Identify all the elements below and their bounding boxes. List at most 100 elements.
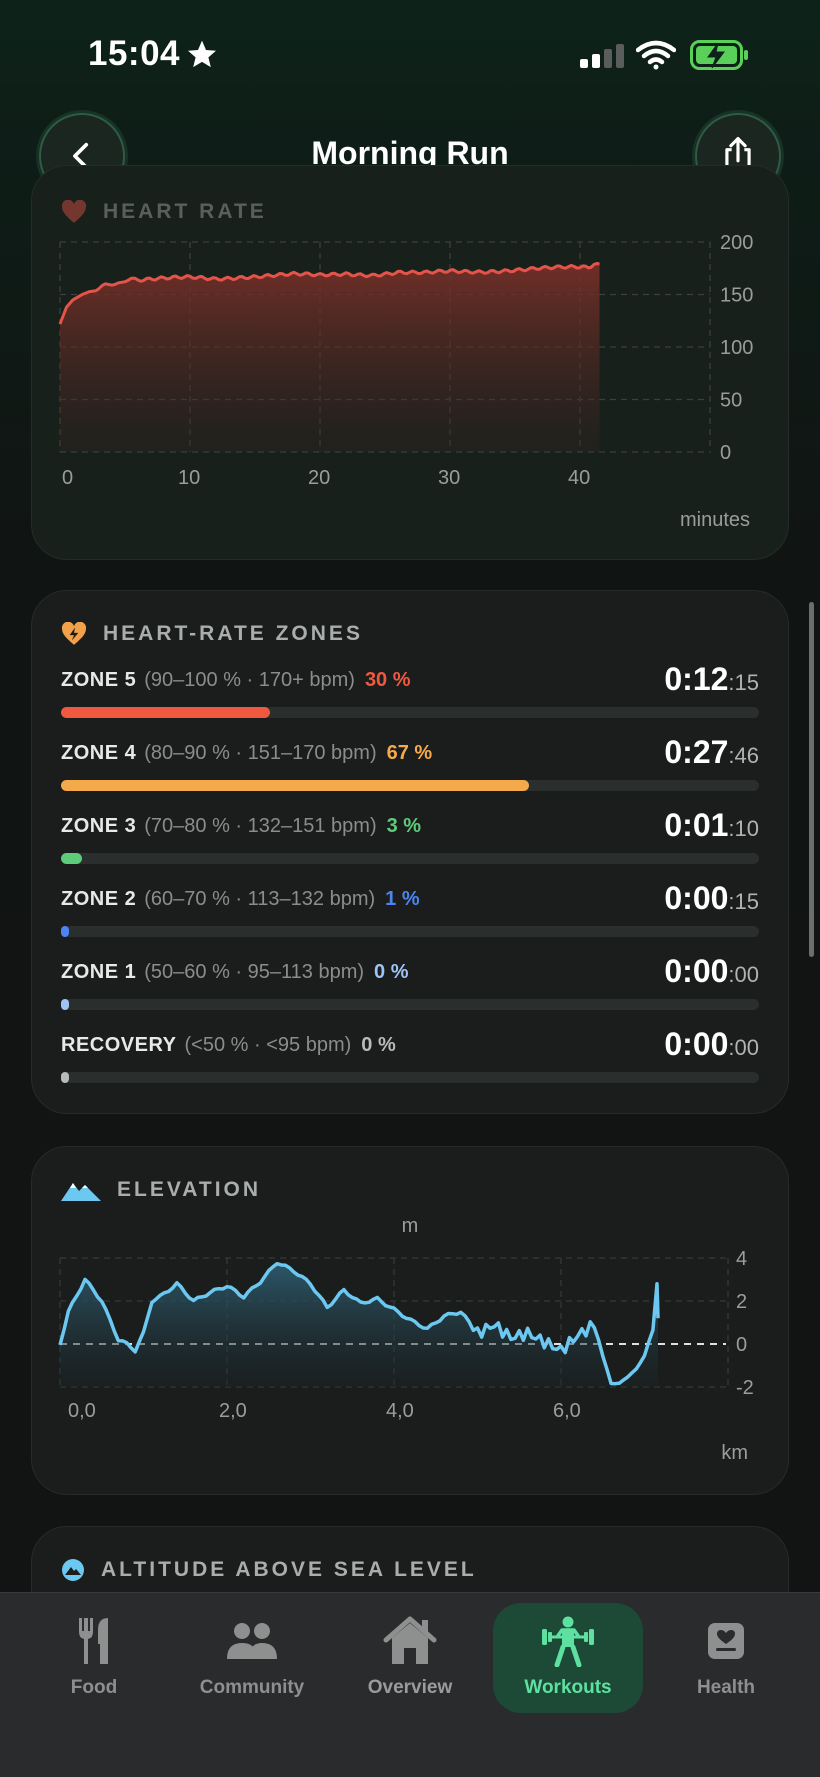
zone-label: ZONE 2 (60–70 % · 113–132 bpm) 1 % [61, 888, 420, 911]
zone-percent: 3 % [386, 815, 422, 837]
elevation-x-tick: 2,0 [219, 1400, 247, 1422]
elevation-chart: m 4 2 0 -2 0,0 2,0 4,0 6,0 km [58, 1215, 754, 1464]
hr-x-tick: 0 [62, 467, 73, 489]
zone-duration: 0:12:15 [664, 661, 759, 698]
altitude-icon [62, 1559, 84, 1581]
hr-x-unit: minutes [680, 509, 750, 531]
elevation-y-tick: -2 [736, 1377, 754, 1399]
health-card-icon [708, 1623, 744, 1659]
zone-duration-seconds: :46 [728, 743, 759, 768]
star-icon [186, 38, 218, 75]
zones-header: HEART-RATE ZONES [61, 622, 363, 646]
elevation-x-tick: 6,0 [553, 1400, 581, 1422]
elevation-y-unit: m [402, 1215, 419, 1237]
zone-label: ZONE 4 (80–90 % · 151–170 bpm) 67 % [61, 742, 432, 765]
tab-workouts[interactable]: Workouts [493, 1603, 643, 1713]
hr-y-tick: 50 [720, 390, 742, 412]
zone-duration-main: 0:27 [664, 734, 729, 770]
tab-health[interactable]: Health [651, 1603, 801, 1713]
zone-progress-track [61, 926, 759, 937]
elevation-x-unit: km [721, 1442, 748, 1464]
zone-duration: 0:00:15 [664, 880, 759, 917]
zone-name: RECOVERY [61, 1034, 177, 1056]
elevation-y-tick: 0 [736, 1334, 747, 1356]
status-bar: 15:04 [0, 0, 820, 110]
elevation-x-tick: 0,0 [68, 1400, 96, 1422]
zone-progress-fill [61, 780, 529, 791]
zone-range: (90–100 % · 170+ bpm) [144, 669, 355, 691]
zone-range: (50–60 % · 95–113 bpm) [144, 961, 365, 983]
tab-overview[interactable]: Overview [335, 1603, 485, 1713]
elevation-y-tick: 2 [736, 1291, 747, 1313]
zone-progress-fill [61, 999, 69, 1010]
zone-percent: 1 % [385, 888, 420, 910]
zone-duration-seconds: :00 [728, 962, 759, 987]
zone-duration: 0:01:10 [664, 807, 759, 844]
elevation-area [60, 1263, 659, 1387]
zone-range: (60–70 % · 113–132 bpm) [144, 888, 376, 910]
zone-name: ZONE 2 [61, 888, 137, 910]
heart-rate-zones-card [31, 590, 789, 1114]
zone-progress-track [61, 707, 759, 718]
elevation-line [58, 1261, 660, 1386]
scroll-indicator[interactable] [809, 602, 814, 957]
heart-rate-chart: 200 150 100 50 0 0 10 20 30 40 minutes [58, 232, 753, 531]
altitude-header: ALTITUDE ABOVE SEA LEVEL [61, 1558, 477, 1582]
hr-y-tick: 200 [720, 232, 753, 254]
zone-duration-main: 0:00 [664, 1026, 729, 1062]
zone-range: (80–90 % · 151–170 bpm) [144, 742, 377, 764]
tab-community[interactable]: Community [177, 1603, 327, 1713]
zone-name: ZONE 1 [61, 961, 137, 983]
elevation-title: ELEVATION [117, 1178, 262, 1201]
weightlifter-icon [542, 1616, 594, 1667]
hr-x-tick: 20 [308, 467, 330, 489]
tab-health-label: Health [696, 1677, 756, 1698]
zone-duration-seconds: :15 [728, 889, 759, 914]
tab-food[interactable]: Food [19, 1603, 169, 1713]
battery-charging-icon [690, 40, 750, 75]
hr-area [60, 263, 600, 452]
cellular-signal-icon [580, 44, 624, 73]
zone-percent: 67 % [386, 742, 433, 764]
zone-progress-track [61, 1072, 759, 1083]
hr-line [58, 262, 600, 325]
hr-x-tick: 30 [438, 467, 460, 489]
zone-duration-seconds: :15 [728, 670, 759, 695]
hr-y-tick: 0 [720, 442, 731, 464]
zone-duration-main: 0:01 [664, 807, 729, 843]
chevron-left-icon [73, 142, 89, 170]
zone-label: ZONE 5 (90–100 % · 170+ bpm) 30 % [61, 669, 411, 692]
zone-range: (70–80 % · 132–151 bpm) [144, 815, 377, 837]
zone-duration-seconds: :00 [728, 1035, 759, 1060]
heart-bolt-icon [61, 622, 87, 645]
wifi-icon [635, 40, 677, 75]
heart-rate-title: HEART RATE [103, 200, 267, 223]
heart-rate-header: HEART RATE [61, 200, 267, 224]
zone-duration: 0:27:46 [664, 734, 759, 771]
zone-name: ZONE 5 [61, 669, 137, 691]
fork-knife-icon [79, 1618, 108, 1664]
zone-name: ZONE 3 [61, 815, 137, 837]
tab-community-label: Community [199, 1677, 305, 1698]
zone-percent: 30 % [364, 669, 411, 691]
zone-progress-fill [61, 1072, 69, 1083]
tab-bar: Food Community Overview [0, 1592, 820, 1777]
zone-progress-track [61, 780, 759, 791]
zone-duration-main: 0:00 [664, 880, 729, 916]
zone-duration: 0:00:00 [664, 953, 759, 990]
zone-duration-main: 0:00 [664, 953, 729, 989]
zone-percent: 0 % [361, 1034, 396, 1056]
zone-progress-fill [61, 853, 82, 864]
hr-y-tick: 100 [720, 337, 753, 359]
tab-overview-label: Overview [367, 1677, 453, 1698]
house-icon [383, 1616, 437, 1664]
zone-range: (<50 % · <95 bpm) [184, 1034, 352, 1056]
elevation-y-tick: 4 [736, 1248, 747, 1270]
zone-progress-track [61, 853, 759, 864]
mountain-icon [61, 1183, 101, 1201]
hr-x-tick: 40 [568, 467, 590, 489]
altitude-title: ALTITUDE ABOVE SEA LEVEL [101, 1558, 477, 1581]
hr-y-tick: 150 [720, 285, 753, 307]
zone-percent: 0 % [374, 961, 409, 983]
heart-icon [61, 200, 87, 223]
